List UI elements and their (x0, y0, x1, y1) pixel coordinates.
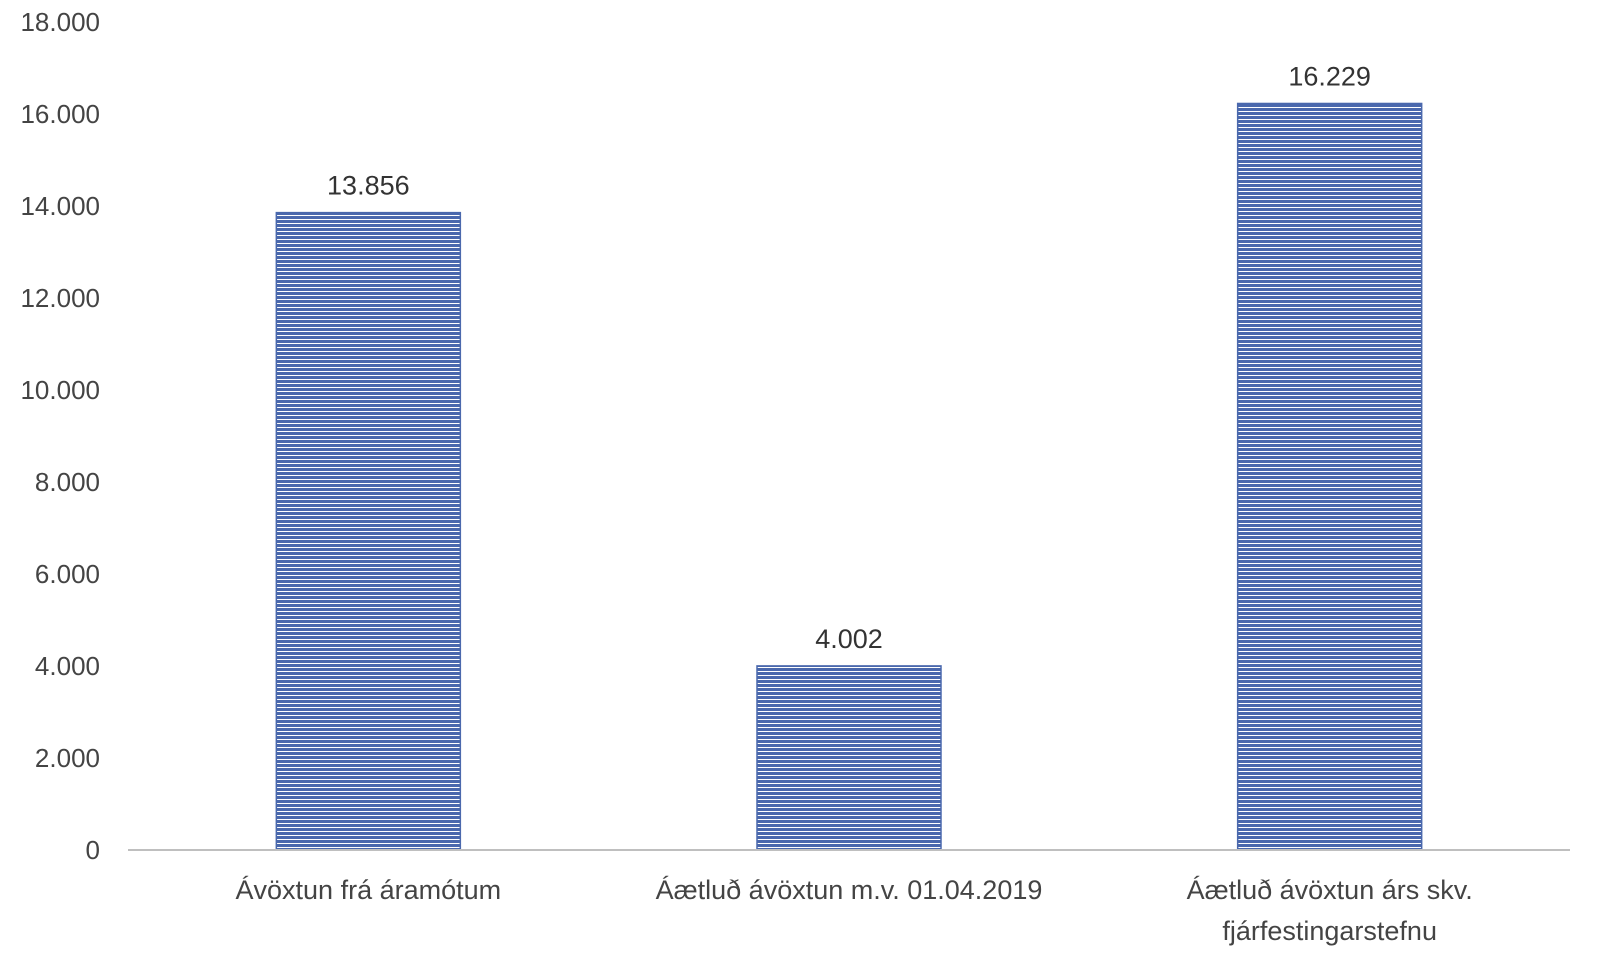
y-tick-label: 6.000 (35, 559, 100, 589)
y-axis-tick-labels: 0 2.000 4.000 6.000 8.000 10.000 12.000 14.000 1… (20, 7, 100, 865)
bar (1236, 102, 1423, 851)
data-label: 4.002 (815, 624, 883, 654)
data-label: 16.229 (1288, 61, 1371, 91)
y-tick-label: 14.000 (20, 191, 100, 221)
bars (275, 102, 1423, 851)
category-label: Áætluð ávöxtun árs skv. (1187, 875, 1473, 905)
data-labels: 13.856 4.002 16.229 (327, 61, 1371, 653)
y-tick-label: 2.000 (35, 743, 100, 773)
category-label: fjárfestingarstefnu (1222, 916, 1437, 946)
y-tick-label: 8.000 (35, 467, 100, 497)
y-tick-label: 0 (86, 835, 100, 865)
data-label: 13.856 (327, 171, 410, 201)
y-tick-label: 4.000 (35, 651, 100, 681)
category-label: Ávöxtun frá áramótum (236, 875, 502, 905)
bar (756, 665, 942, 851)
category-label: Áætluð ávöxtun m.v. 01.04.2019 (656, 875, 1043, 905)
y-tick-label: 16.000 (20, 99, 100, 129)
y-tick-label: 12.000 (20, 283, 100, 313)
y-tick-label: 10.000 (20, 375, 100, 405)
bar (275, 211, 462, 851)
y-tick-label: 18.000 (20, 7, 100, 37)
x-axis-category-labels: Ávöxtun frá áramótum Áætluð ávöxtun m.v. … (236, 875, 1473, 946)
